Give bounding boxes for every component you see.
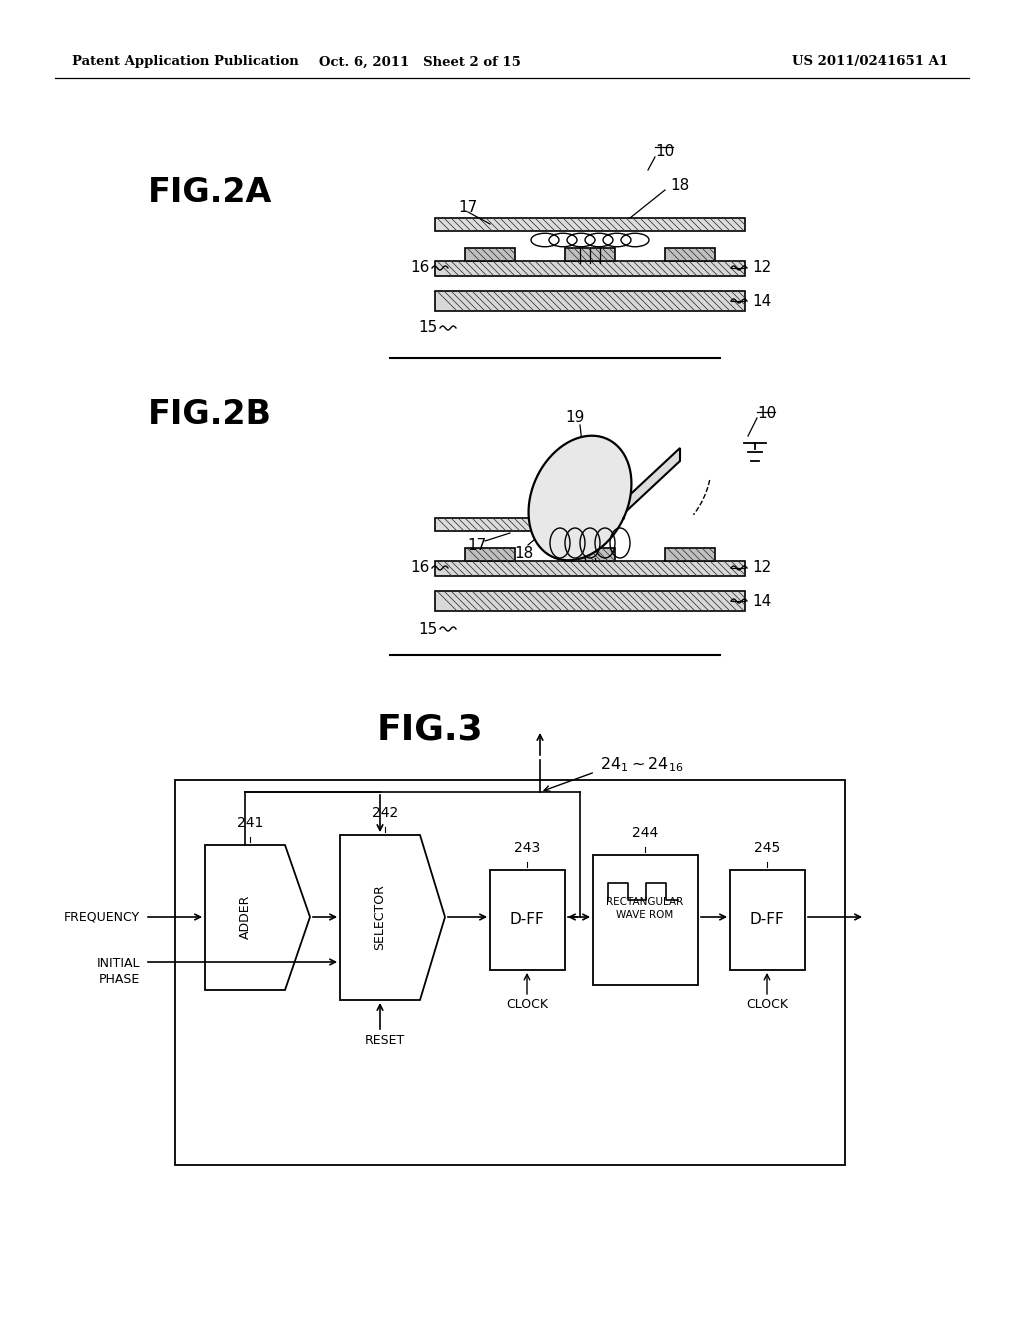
Bar bbox=[665, 248, 715, 261]
Text: 17: 17 bbox=[467, 539, 486, 553]
Bar bbox=[435, 218, 745, 231]
Text: $24_1\sim24_{16}$: $24_1\sim24_{16}$ bbox=[600, 755, 684, 775]
Bar bbox=[465, 248, 515, 261]
Text: US 2011/0241651 A1: US 2011/0241651 A1 bbox=[792, 55, 948, 69]
Text: 15: 15 bbox=[419, 321, 438, 335]
Text: 245: 245 bbox=[754, 841, 780, 855]
Text: 12: 12 bbox=[752, 260, 771, 276]
Polygon shape bbox=[605, 447, 680, 531]
Text: 14: 14 bbox=[752, 594, 771, 609]
Text: 17: 17 bbox=[459, 199, 477, 214]
Text: 10: 10 bbox=[757, 405, 776, 421]
Bar bbox=[435, 290, 745, 312]
Text: 242: 242 bbox=[372, 807, 398, 820]
Text: 14: 14 bbox=[752, 293, 771, 309]
Text: 18: 18 bbox=[670, 177, 689, 193]
Bar bbox=[435, 561, 745, 576]
Text: 244: 244 bbox=[632, 826, 658, 840]
Text: 15: 15 bbox=[419, 622, 438, 636]
Bar bbox=[435, 517, 605, 531]
Text: 18: 18 bbox=[514, 545, 534, 561]
Text: FIG.2A: FIG.2A bbox=[148, 176, 272, 209]
Bar bbox=[565, 248, 615, 261]
Text: FIG.2B: FIG.2B bbox=[148, 399, 272, 432]
Bar bbox=[175, 780, 845, 1166]
Text: Patent Application Publication: Patent Application Publication bbox=[72, 55, 299, 69]
Polygon shape bbox=[205, 845, 310, 990]
Text: 16: 16 bbox=[411, 561, 430, 576]
Polygon shape bbox=[340, 836, 445, 1001]
Text: FREQUENCY: FREQUENCY bbox=[63, 911, 140, 924]
Text: Oct. 6, 2011   Sheet 2 of 15: Oct. 6, 2011 Sheet 2 of 15 bbox=[319, 55, 521, 69]
Text: 243: 243 bbox=[514, 841, 540, 855]
Text: D-FF: D-FF bbox=[750, 912, 784, 928]
Text: ADDER: ADDER bbox=[239, 895, 252, 940]
Text: FIG.3: FIG.3 bbox=[377, 713, 483, 747]
Bar bbox=[435, 261, 745, 276]
Text: CLOCK: CLOCK bbox=[506, 998, 548, 1011]
Text: 16: 16 bbox=[411, 260, 430, 276]
Text: WAVE ROM: WAVE ROM bbox=[616, 909, 674, 920]
Text: 12: 12 bbox=[752, 561, 771, 576]
Text: RECTANGULAR: RECTANGULAR bbox=[606, 898, 684, 907]
Text: SELECTOR: SELECTOR bbox=[374, 884, 386, 950]
Text: CLOCK: CLOCK bbox=[746, 998, 788, 1011]
Text: PHASE: PHASE bbox=[98, 973, 140, 986]
Bar bbox=[565, 548, 615, 561]
Text: 10: 10 bbox=[655, 144, 674, 160]
Text: RESET: RESET bbox=[365, 1034, 406, 1047]
Bar bbox=[490, 870, 565, 970]
Polygon shape bbox=[528, 436, 632, 560]
Text: INITIAL: INITIAL bbox=[96, 957, 140, 970]
Text: 19: 19 bbox=[565, 411, 585, 425]
Bar bbox=[593, 855, 698, 985]
Bar bbox=[435, 591, 745, 611]
Bar bbox=[730, 870, 805, 970]
Bar bbox=[665, 548, 715, 561]
Bar bbox=[465, 548, 515, 561]
Text: D-FF: D-FF bbox=[510, 912, 545, 928]
Text: 241: 241 bbox=[237, 816, 263, 830]
